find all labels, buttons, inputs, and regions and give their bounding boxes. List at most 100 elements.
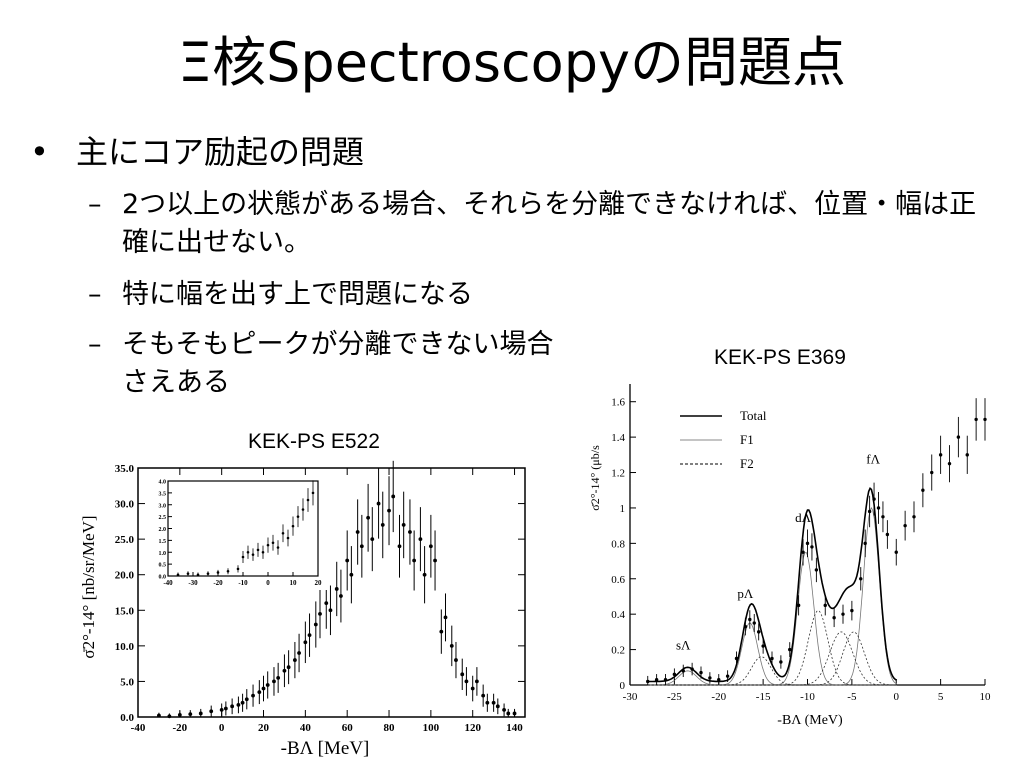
fit-curve-f1 <box>647 670 897 686</box>
data-point <box>251 693 255 698</box>
data-point <box>495 704 500 709</box>
y-tick-label: 0.2 <box>611 645 625 657</box>
y-tick-label: 1 <box>620 503 626 515</box>
data-point <box>779 660 783 664</box>
inset-x-tick-label: 10 <box>290 579 298 587</box>
y-tick-label: 30.0 <box>115 499 135 511</box>
data-point <box>814 568 819 572</box>
data-point <box>770 656 774 661</box>
data-point <box>188 712 193 717</box>
legend-label: F2 <box>740 456 754 471</box>
data-point <box>276 675 281 680</box>
data-point <box>885 532 890 537</box>
data-point <box>177 712 182 717</box>
sub-bullet-marker: – <box>88 329 102 360</box>
y-tick-label: 1.2 <box>611 468 625 480</box>
legend-label: Total <box>740 408 767 423</box>
inset-x-tick-label: -10 <box>238 579 248 587</box>
y-tick-label: 25.0 <box>115 534 135 546</box>
data-point <box>788 647 792 652</box>
inset-data-point <box>296 515 300 518</box>
inset-data-point <box>291 524 295 528</box>
data-point <box>401 523 406 527</box>
data-point <box>391 494 396 499</box>
y-tick-label: 0.6 <box>611 574 625 586</box>
data-point <box>646 679 650 684</box>
data-point <box>307 633 312 638</box>
inset-y-tick-label: 1.0 <box>159 551 167 557</box>
data-point <box>690 667 694 671</box>
inset-x-tick-label: -30 <box>188 579 198 587</box>
data-point <box>313 622 318 627</box>
y-tick-label: 0.4 <box>611 609 625 621</box>
y-tick-label: 20.0 <box>115 570 135 582</box>
inset-data-point <box>236 567 240 571</box>
data-point <box>663 677 668 682</box>
data-point <box>823 603 827 608</box>
data-point <box>841 612 845 616</box>
data-point <box>654 677 659 682</box>
inset-y-tick-label: 2.0 <box>159 527 167 533</box>
data-point <box>743 624 748 629</box>
data-point <box>366 515 371 520</box>
sub-bullet-1: – 2つ以上の状態がある場合、それらを分離できなければ、位置・幅は正確に出せない… <box>88 186 978 262</box>
inset-data-point <box>276 546 280 549</box>
data-point <box>859 577 863 581</box>
data-point <box>512 711 517 716</box>
data-point <box>464 679 469 684</box>
data-point <box>965 453 969 457</box>
peak-label: dΛ <box>795 510 812 525</box>
x-tick-label: 0 <box>219 722 225 734</box>
y-tick-label: 35.0 <box>115 463 135 475</box>
data-point <box>439 629 444 634</box>
peak-label: fΛ <box>866 452 880 467</box>
data-point <box>157 713 161 718</box>
data-point <box>219 707 224 712</box>
data-point <box>801 550 805 554</box>
data-point <box>292 658 297 662</box>
inset-y-tick-label: 1.5 <box>159 539 167 545</box>
data-point <box>328 608 333 613</box>
y-axis-label: σ̄2°-14° [nb/sr/MeV] <box>79 515 98 658</box>
peak-label: pΛ <box>737 586 754 601</box>
data-point <box>708 676 712 680</box>
data-point <box>387 508 391 513</box>
data-point <box>894 550 898 554</box>
x-tick-label: 0 <box>894 691 900 703</box>
data-point <box>167 714 172 719</box>
inset-data-point <box>266 543 270 547</box>
data-point <box>230 704 235 709</box>
data-point <box>339 594 343 598</box>
data-point <box>303 640 308 645</box>
data-point <box>912 515 916 519</box>
inset-data-point <box>241 555 245 559</box>
data-point <box>717 677 721 682</box>
inset-x-tick-label: -20 <box>213 579 223 587</box>
data-point <box>974 417 978 422</box>
x-tick-label: 140 <box>506 722 523 734</box>
sub-bullet-3: – そもそもピークが分離できない場合さえある <box>88 326 558 402</box>
data-point <box>359 544 364 549</box>
inset-y-tick-label: 2.5 <box>159 515 167 521</box>
data-point <box>272 679 276 684</box>
data-point <box>198 711 203 716</box>
chart-e369: -30 -25 -20 -15 -10 -5 0 5 10 0 0.2 0.4 0.6 0.8 1 1.2 1.… <box>588 384 991 728</box>
y-axis-label: σ̄2°-14° (μb/s <box>588 445 602 511</box>
data-point <box>796 603 801 608</box>
bullet-marker: • <box>30 133 49 171</box>
data-point <box>921 488 925 492</box>
inset-data-point <box>306 498 310 502</box>
data-point <box>282 668 287 673</box>
data-point <box>397 544 402 549</box>
data-point <box>756 630 761 634</box>
sub-bullet-2: – 特に幅を出す上で問題になる <box>88 276 688 314</box>
data-point <box>349 572 354 577</box>
data-point <box>324 601 329 606</box>
inset-y-tick-label: 3.0 <box>159 503 167 509</box>
inset-data-point <box>246 550 250 554</box>
data-point <box>236 703 241 707</box>
data-point <box>223 706 228 711</box>
data-point <box>443 615 448 620</box>
y-tick-label: 15.0 <box>115 605 135 617</box>
data-point <box>370 537 375 542</box>
